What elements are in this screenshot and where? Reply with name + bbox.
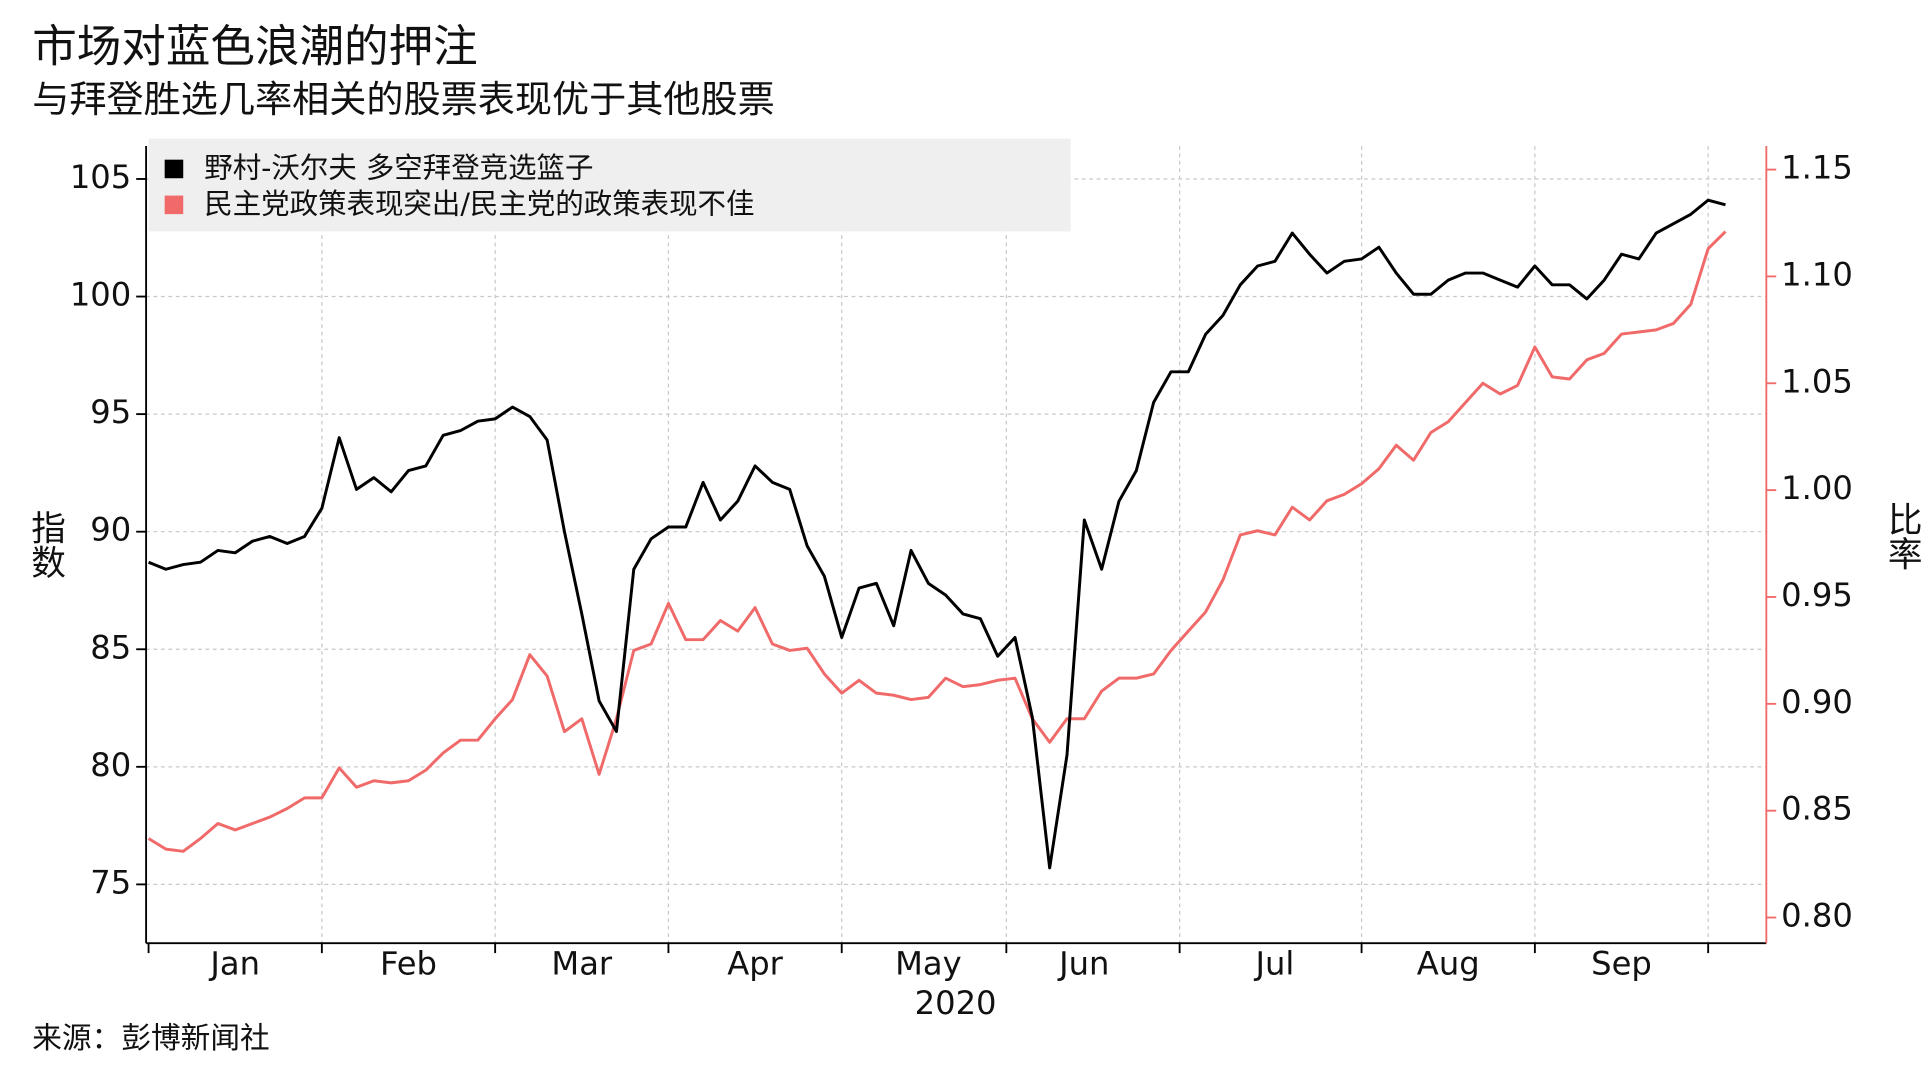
y2-tick-label: 1.00	[1781, 469, 1853, 507]
legend-box	[148, 138, 1071, 232]
x-tick-label: Feb	[380, 944, 437, 982]
y2-tick-label: 0.90	[1781, 683, 1853, 721]
chart-title: 市场对蓝色浪潮的押注	[32, 21, 477, 73]
y-tick-label: 85	[90, 628, 131, 666]
y-tick-label: 90	[90, 511, 131, 549]
x-tick-label: Aug	[1417, 944, 1480, 982]
source: 来源：彭博新闻社	[32, 1021, 270, 1056]
data-line	[148, 198, 1726, 870]
legend-swatch	[164, 195, 184, 215]
y-tick-label: 95	[90, 393, 131, 431]
x-tick-label: Jul	[1254, 944, 1295, 982]
x-tick-label: Sep	[1591, 944, 1652, 982]
y2-tick-label: 0.85	[1781, 790, 1853, 828]
y2-tick-label: 1.15	[1781, 149, 1853, 187]
legend-label: 民主党政策表现突出/民主党的政策表现不佳	[204, 187, 754, 220]
y2-axis-label: 比率	[1881, 501, 1921, 570]
legend-label: 野村-沃尔夫 多空拜登竞选篮子	[204, 152, 593, 185]
x-tick-label: Jun	[1057, 944, 1109, 982]
y-tick-label: 80	[90, 746, 131, 784]
chart-subtitle: 与拜登胜选几率相关的股票表现优于其他股票	[32, 78, 775, 121]
data-line	[147, 230, 1727, 853]
x-tick-label: Mar	[551, 944, 612, 982]
y-tick-label: 105	[70, 158, 131, 196]
x-tick-label: Jan	[208, 944, 260, 982]
y2-tick-label: 1.05	[1781, 362, 1853, 400]
x-tick-label: Apr	[727, 944, 783, 982]
y-tick-label: 75	[90, 863, 131, 901]
y2-tick-label: 1.10	[1781, 255, 1853, 293]
y-tick-label: 100	[70, 276, 131, 314]
y2-tick-label: 0.80	[1781, 897, 1853, 935]
x-axis-label: 2020	[915, 984, 997, 1022]
y-axis-label: 指数	[25, 510, 65, 579]
x-tick-label: May	[895, 944, 962, 982]
legend-swatch	[164, 159, 184, 179]
y2-tick-label: 0.95	[1781, 576, 1853, 614]
